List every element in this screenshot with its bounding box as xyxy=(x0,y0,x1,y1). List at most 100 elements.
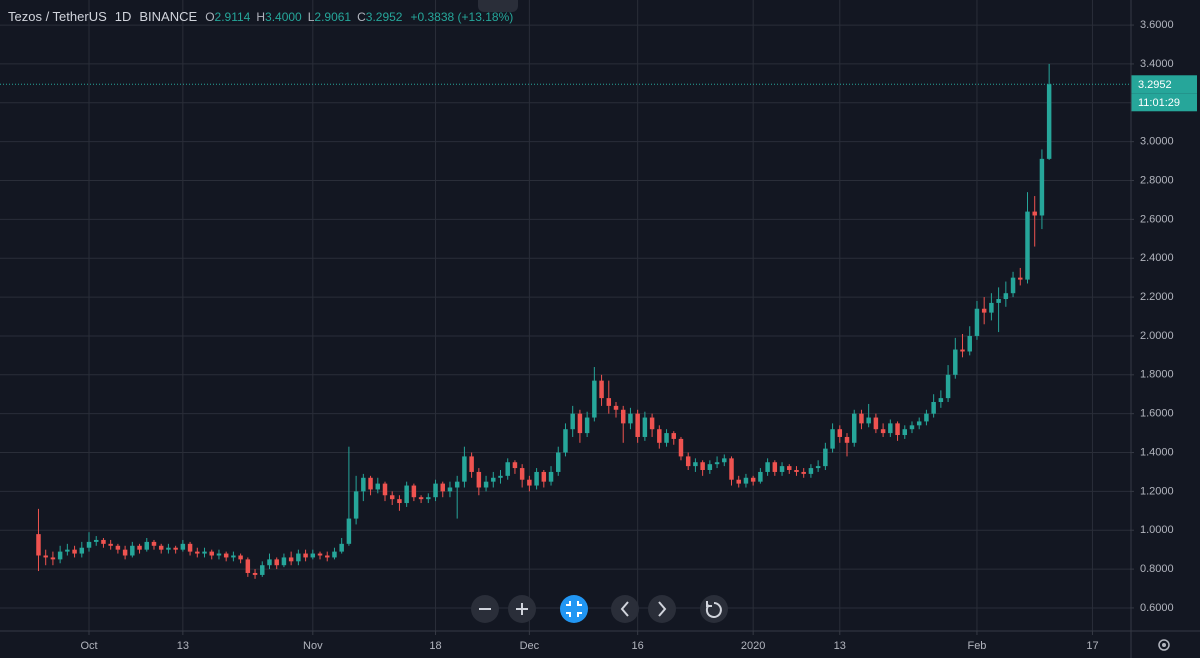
candle-body xyxy=(830,429,835,449)
candle-body xyxy=(108,543,113,546)
candle-body xyxy=(382,483,388,496)
candle-body xyxy=(743,477,749,484)
candle-body xyxy=(93,539,99,542)
countdown-label: 11:01:29 xyxy=(1138,97,1180,109)
x-tick-label: 16 xyxy=(632,640,644,652)
candle-body xyxy=(967,335,972,352)
candle-body xyxy=(606,398,612,406)
y-tick-label: 3.6000 xyxy=(1140,19,1174,31)
candle-body xyxy=(707,464,713,471)
candle-body xyxy=(873,417,879,430)
ohlc-label: O xyxy=(205,10,215,24)
candle-body xyxy=(902,429,908,436)
candle-body xyxy=(722,458,727,463)
candle-body xyxy=(426,497,431,500)
candle-body xyxy=(758,471,763,482)
y-tick-label: 1.4000 xyxy=(1140,446,1174,458)
candle-body xyxy=(880,429,886,434)
y-tick-label: 0.6000 xyxy=(1140,602,1174,614)
ohlc-value: 2.9061 xyxy=(314,10,352,24)
candle-body xyxy=(180,543,186,550)
countdown-tag xyxy=(1131,93,1197,112)
candle-body xyxy=(151,541,157,546)
candle-body xyxy=(36,534,41,556)
scroll-right-button[interactable] xyxy=(648,595,676,623)
ohlc-item: O2.9114 xyxy=(205,10,250,24)
ohlc-value: 2.9114 xyxy=(214,10,251,24)
candle-body xyxy=(245,559,251,573)
x-tick-label: 13 xyxy=(834,640,846,652)
candle-body xyxy=(859,413,864,424)
candle-body xyxy=(620,409,626,424)
candle-body xyxy=(223,553,229,558)
candle-body xyxy=(173,547,178,550)
candle-body xyxy=(238,555,243,560)
candle-body xyxy=(570,413,575,430)
candle-body xyxy=(317,553,323,556)
candle-body xyxy=(361,477,366,492)
candle-body xyxy=(649,417,655,430)
candle-body xyxy=(563,429,568,453)
candle-body xyxy=(187,543,193,552)
candle-body xyxy=(325,555,330,558)
candle-body xyxy=(823,448,828,467)
reset-button[interactable] xyxy=(700,595,728,623)
candle-body xyxy=(433,483,438,498)
ohlc-item: L2.9061 xyxy=(308,10,351,24)
y-tick-label: 1.6000 xyxy=(1140,408,1174,420)
candle-body xyxy=(483,481,489,488)
candle-body xyxy=(895,423,900,436)
candle-body xyxy=(534,471,539,486)
candle-body xyxy=(43,555,48,558)
candle-body xyxy=(137,545,142,550)
zoom-out-button[interactable] xyxy=(471,595,499,623)
candle-body xyxy=(787,466,792,471)
top-widget[interactable] xyxy=(478,0,518,12)
candle-body xyxy=(375,483,381,490)
candle-body xyxy=(79,547,85,554)
candle-body xyxy=(440,483,445,492)
x-tick-label: 18 xyxy=(429,640,441,652)
candle-body xyxy=(332,551,337,558)
candle-body xyxy=(86,541,92,548)
y-tick-label: 3.4000 xyxy=(1140,58,1174,70)
x-tick-label: Feb xyxy=(967,640,986,652)
candle-body xyxy=(938,398,944,403)
candle-body xyxy=(130,545,135,556)
settings-button[interactable] xyxy=(1158,639,1170,651)
candle-body xyxy=(411,485,417,498)
candle-body xyxy=(996,299,1001,303)
candle-body xyxy=(548,471,554,482)
candle-body xyxy=(945,374,951,399)
scroll-left-button[interactable] xyxy=(611,595,639,623)
candle-body xyxy=(209,551,214,556)
candle-body xyxy=(1018,277,1023,280)
interval: 1D xyxy=(114,9,132,24)
candle-body xyxy=(310,553,316,558)
zoom-in-button[interactable] xyxy=(508,595,536,623)
candle-body xyxy=(613,405,619,410)
candle-body xyxy=(527,479,532,486)
candle-body xyxy=(397,499,402,504)
y-tick-label: 0.8000 xyxy=(1140,563,1174,575)
candle-body xyxy=(844,436,850,443)
candle-body xyxy=(1039,158,1045,216)
candle-body xyxy=(252,572,258,575)
candle-body xyxy=(750,477,756,482)
candle-body xyxy=(50,557,56,560)
candle-body xyxy=(953,349,958,375)
candle-body xyxy=(231,555,236,558)
fit-button[interactable] xyxy=(560,595,588,623)
ohlc-values: O2.9114 H3.4000 L2.9061 C3.2952 xyxy=(205,10,402,24)
candle-body xyxy=(989,302,994,313)
candle-body xyxy=(779,466,785,472)
legend-header: Tezos / TetherUS 1D BINANCE O2.9114 H3.40… xyxy=(8,9,513,24)
y-tick-label: 2.2000 xyxy=(1140,291,1174,303)
candle-body xyxy=(657,429,662,443)
candle-body xyxy=(303,553,308,558)
ohlc-value: 3.2952 xyxy=(365,10,403,24)
candle-body xyxy=(296,553,301,562)
y-tick-label: 1.0000 xyxy=(1140,524,1174,536)
